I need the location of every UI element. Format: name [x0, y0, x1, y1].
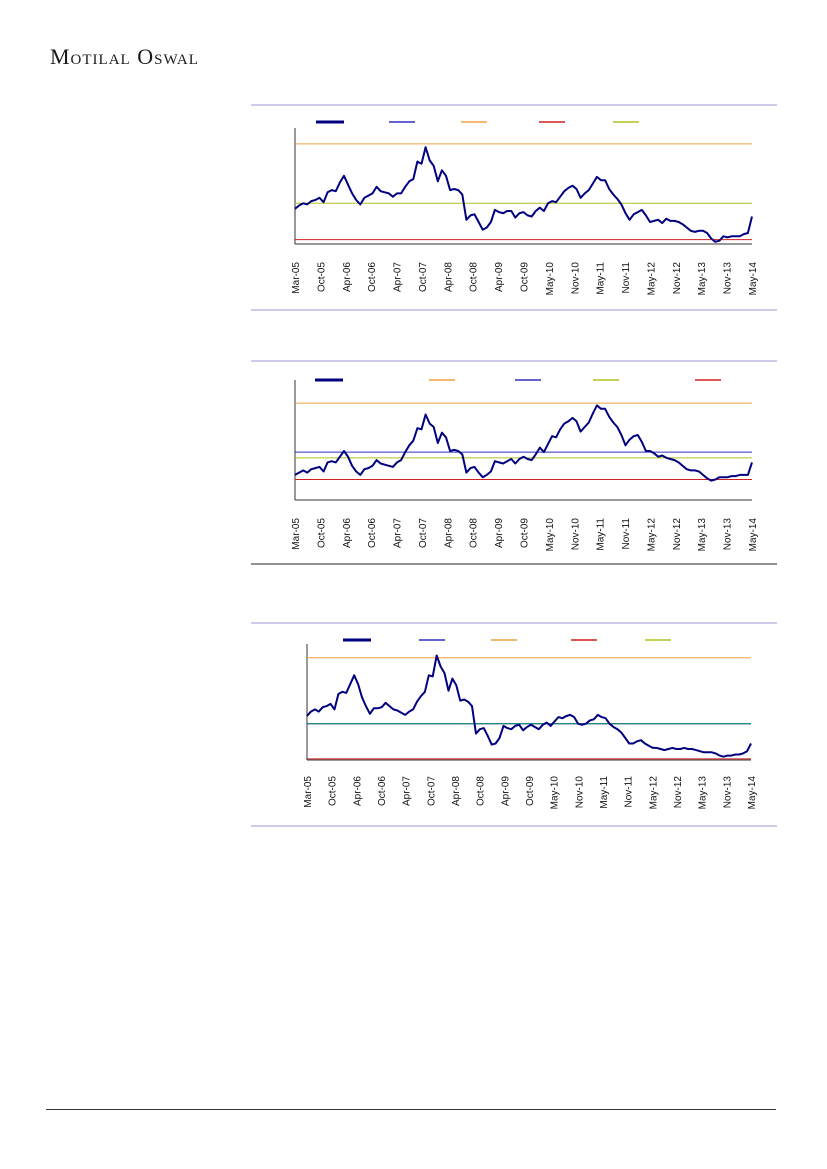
x-tick-label: Apr-07 — [393, 262, 404, 292]
x-tick-label: Nov-13 — [723, 262, 734, 295]
x-tick-label: Mar-05 — [303, 776, 314, 808]
x-tick-label: Oct-09 — [520, 262, 531, 292]
x-tick-label: Apr-09 — [500, 776, 511, 806]
x-tick-label: Apr-08 — [443, 518, 454, 548]
x-tick-label: Oct-08 — [476, 776, 487, 806]
x-tick-label: May-10 — [550, 776, 561, 810]
series-line — [306, 654, 752, 758]
x-tick-label: Apr-06 — [342, 262, 353, 292]
x-tick-label: Nov-11 — [624, 776, 635, 808]
x-tick-label: Apr-09 — [494, 518, 505, 548]
x-tick-label: Nov-12 — [672, 518, 683, 551]
chart-2: Mar-05 Oct-05 Apr-06 Oct-06 Apr-07 Oct-07 Apr-… — [251, 360, 777, 568]
x-tick-label: Oct-05 — [328, 776, 339, 806]
chart-3: Mar-05 Oct-05 Apr-06 Oct-06 Apr-07 Oct-07 Apr-… — [251, 622, 777, 828]
x-tick-label: May-10 — [545, 518, 556, 552]
x-tick-label: Oct-09 — [520, 518, 531, 548]
brand-logo: Motilal Oswal — [50, 44, 199, 69]
x-tick-label: Apr-06 — [342, 518, 353, 548]
x-tick-label: Nov-11 — [621, 518, 632, 550]
x-tick-label: Oct-07 — [418, 262, 429, 292]
x-tick-label: Oct-05 — [316, 518, 327, 548]
x-tick-label: Nov-10 — [570, 262, 581, 295]
x-tick-label: Oct-06 — [367, 518, 378, 548]
x-tick-label: May-12 — [648, 776, 659, 810]
x-tick-label: May-11 — [599, 776, 610, 809]
x-tick-label: Nov-13 — [722, 776, 733, 809]
x-tick-label: May-11 — [596, 262, 607, 295]
x-tick-label: Oct-07 — [426, 776, 437, 806]
chart-3-svg: Mar-05 Oct-05 Apr-06 Oct-06 Apr-07 Oct-07 Apr-… — [251, 622, 777, 827]
x-tick-label: May-12 — [646, 518, 657, 552]
x-tick-label: Apr-08 — [451, 776, 462, 806]
x-tick-label: Oct-09 — [525, 776, 536, 806]
x-tick-label: May-13 — [697, 518, 708, 552]
x-tick-label: Apr-09 — [494, 262, 505, 292]
footer-rule — [46, 1109, 776, 1110]
x-tick-label: Oct-08 — [469, 518, 480, 548]
x-tick-label: May-14 — [747, 776, 758, 810]
x-tick-label: Nov-12 — [672, 262, 683, 295]
x-tick-label: Apr-07 — [393, 518, 404, 548]
x-tick-label: Oct-08 — [469, 262, 480, 292]
x-tick-label: May-10 — [545, 262, 556, 296]
x-tick-label: Apr-08 — [443, 262, 454, 292]
x-tick-label: Oct-05 — [316, 262, 327, 292]
x-tick-label: Nov-12 — [673, 776, 684, 809]
x-tick-label: Apr-07 — [402, 776, 413, 806]
chart-2-svg: Mar-05 Oct-05 Apr-06 Oct-06 Apr-07 Oct-07 Apr-… — [251, 360, 777, 565]
series-line — [294, 146, 753, 243]
chart-1: Mar-05 Oct-05 Apr-06 Oct-06 Apr-07 Oct-07 Apr-… — [251, 104, 777, 312]
x-tick-label: Nov-10 — [574, 776, 585, 809]
x-tick-label: Mar-05 — [291, 518, 302, 550]
x-tick-label: Nov-10 — [570, 518, 581, 551]
x-tick-label: May-11 — [596, 518, 607, 551]
x-tick-label: May-12 — [646, 262, 657, 296]
x-tick-label: Nov-11 — [621, 262, 632, 294]
x-tick-label: May-14 — [748, 262, 759, 296]
x-tick-label: May-13 — [697, 262, 708, 296]
x-tick-label: May-14 — [748, 518, 759, 552]
x-tick-label: Apr-06 — [352, 776, 363, 806]
x-tick-label: May-13 — [698, 776, 709, 810]
x-tick-label: Nov-13 — [723, 518, 734, 551]
chart-1-svg: Mar-05 Oct-05 Apr-06 Oct-06 Apr-07 Oct-07 Apr-… — [251, 104, 777, 311]
x-tick-label: Oct-06 — [367, 262, 378, 292]
x-tick-label: Oct-06 — [377, 776, 388, 806]
x-tick-label: Mar-05 — [291, 262, 302, 294]
series-line — [294, 404, 753, 482]
x-tick-label: Oct-07 — [418, 518, 429, 548]
